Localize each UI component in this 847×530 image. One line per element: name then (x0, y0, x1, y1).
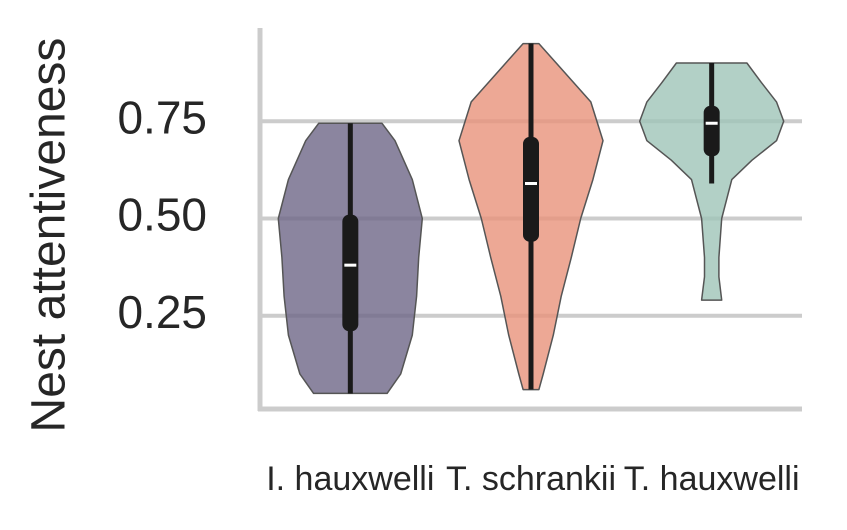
x-tick-label: I. hauxwelli (266, 460, 434, 498)
y-tick-label: 0.75 (117, 91, 207, 143)
x-tick-label: T. schrankii (446, 460, 616, 498)
box (523, 136, 539, 242)
y-axis-label: Nest attentiveness (23, 38, 76, 433)
y-tick-label: 0.25 (117, 286, 207, 338)
box (342, 214, 359, 332)
box (703, 105, 720, 157)
x-tick-label: T. hauxwelli (624, 460, 800, 498)
y-tick-label: 0.50 (117, 189, 207, 241)
